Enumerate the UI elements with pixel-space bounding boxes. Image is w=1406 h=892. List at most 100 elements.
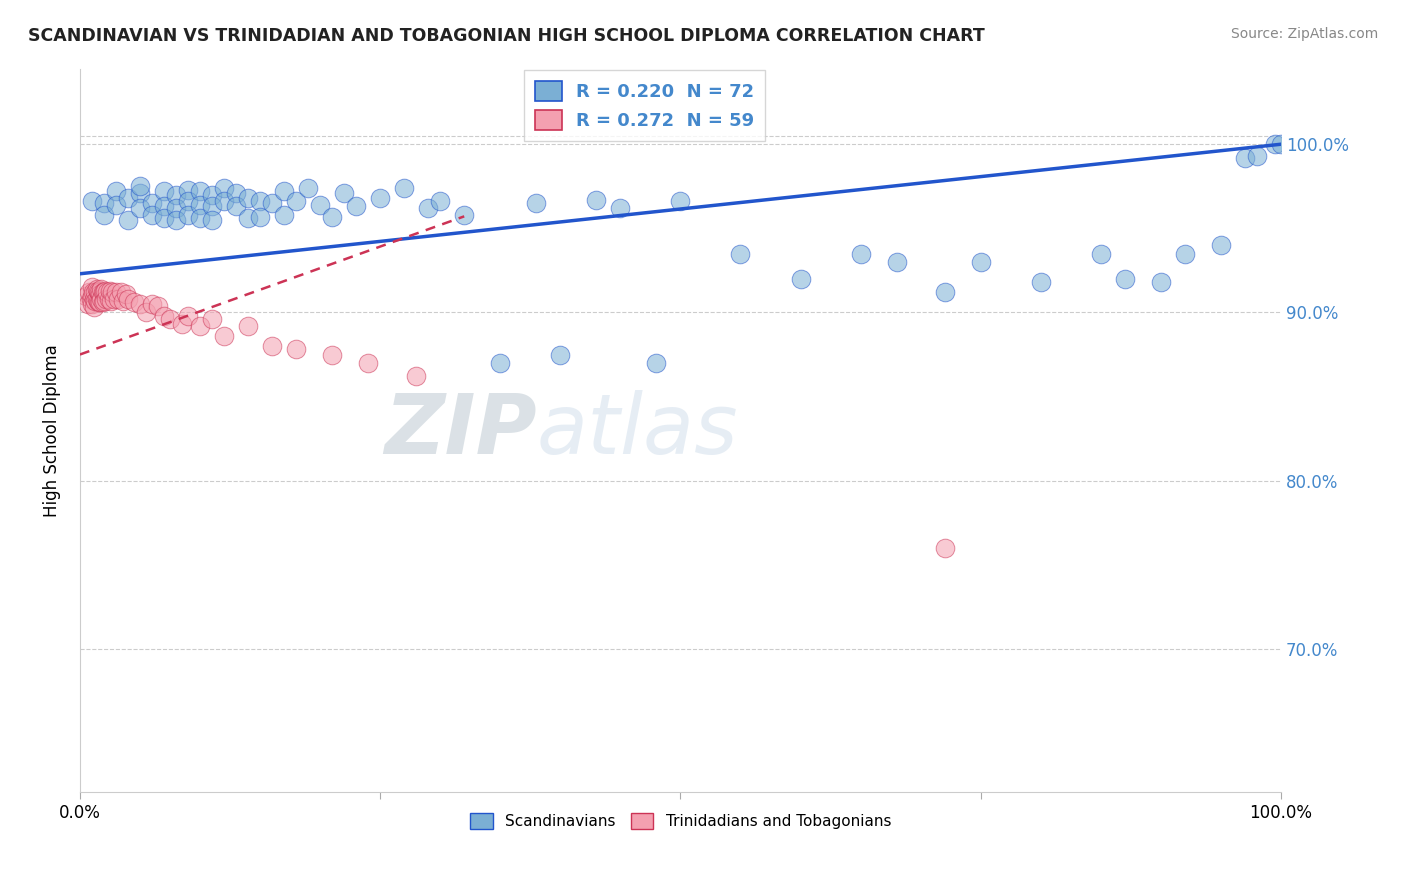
Point — [80, 194, 103, 209]
Point — [104, 185, 127, 199]
Point — [789, 272, 811, 286]
Point — [1174, 246, 1197, 260]
Point — [94, 284, 117, 298]
Point — [886, 255, 908, 269]
Point — [645, 356, 668, 370]
Point — [249, 210, 271, 224]
Point — [93, 293, 115, 308]
Point — [285, 343, 308, 357]
Point — [333, 186, 356, 200]
Point — [273, 208, 295, 222]
Point — [405, 369, 427, 384]
Point — [77, 297, 100, 311]
Point — [1150, 275, 1173, 289]
Point — [79, 292, 101, 306]
Point — [550, 347, 572, 361]
Point — [1264, 137, 1286, 152]
Text: Source: ZipAtlas.com: Source: ZipAtlas.com — [1230, 27, 1378, 41]
Point — [90, 292, 112, 306]
Point — [1246, 149, 1268, 163]
Point — [201, 199, 224, 213]
Point — [177, 183, 200, 197]
Point — [100, 293, 122, 308]
Point — [90, 282, 112, 296]
Point — [1114, 272, 1136, 286]
Point — [159, 312, 181, 326]
Point — [91, 295, 114, 310]
Point — [1233, 151, 1256, 165]
Point — [89, 295, 111, 310]
Point — [934, 285, 956, 300]
Point — [96, 292, 118, 306]
Point — [177, 194, 200, 209]
Point — [297, 181, 319, 195]
Point — [188, 318, 211, 333]
Text: atlas: atlas — [536, 390, 738, 471]
Point — [236, 318, 259, 333]
Legend: Scandinavians, Trinidadians and Tobagonians: Scandinavians, Trinidadians and Tobagoni… — [464, 806, 897, 835]
Point — [86, 292, 108, 306]
Point — [93, 285, 115, 300]
Point — [153, 211, 176, 226]
Point — [524, 196, 547, 211]
Point — [260, 196, 283, 211]
Point — [273, 185, 295, 199]
Point — [201, 187, 224, 202]
Point — [260, 339, 283, 353]
Point — [135, 305, 157, 319]
Point — [110, 285, 132, 300]
Point — [80, 297, 103, 311]
Point — [201, 312, 224, 326]
Point — [112, 293, 135, 308]
Point — [1029, 275, 1052, 289]
Text: ZIP: ZIP — [384, 390, 536, 471]
Point — [188, 198, 211, 212]
Point — [309, 198, 332, 212]
Point — [129, 186, 152, 200]
Point — [249, 194, 271, 209]
Point — [80, 288, 103, 302]
Point — [80, 280, 103, 294]
Point — [1090, 246, 1112, 260]
Point — [101, 285, 124, 300]
Point — [87, 295, 110, 310]
Point — [129, 297, 152, 311]
Point — [129, 201, 152, 215]
Point — [79, 285, 101, 300]
Point — [392, 181, 415, 195]
Point — [141, 297, 163, 311]
Point — [153, 199, 176, 213]
Point — [107, 292, 129, 306]
Point — [357, 356, 380, 370]
Point — [104, 198, 127, 212]
Point — [321, 210, 343, 224]
Point — [849, 246, 872, 260]
Point — [285, 194, 308, 209]
Point — [212, 194, 235, 209]
Point — [87, 285, 110, 300]
Point — [165, 187, 187, 202]
Point — [141, 208, 163, 222]
Point — [188, 211, 211, 226]
Point — [98, 284, 121, 298]
Point — [344, 199, 367, 213]
Point — [117, 292, 139, 306]
Point — [146, 299, 169, 313]
Point — [730, 246, 752, 260]
Point — [93, 208, 115, 222]
Point — [153, 309, 176, 323]
Point — [84, 293, 107, 308]
Point — [934, 541, 956, 555]
Point — [453, 208, 475, 222]
Point — [201, 213, 224, 227]
Point — [89, 287, 111, 301]
Point — [129, 179, 152, 194]
Point — [368, 191, 391, 205]
Point — [87, 293, 110, 308]
Point — [97, 292, 120, 306]
Text: SCANDINAVIAN VS TRINIDADIAN AND TOBAGONIAN HIGH SCHOOL DIPLOMA CORRELATION CHART: SCANDINAVIAN VS TRINIDADIAN AND TOBAGONI… — [28, 27, 984, 45]
Point — [489, 356, 512, 370]
Point — [970, 255, 993, 269]
Point — [165, 213, 187, 227]
Point — [87, 284, 110, 298]
